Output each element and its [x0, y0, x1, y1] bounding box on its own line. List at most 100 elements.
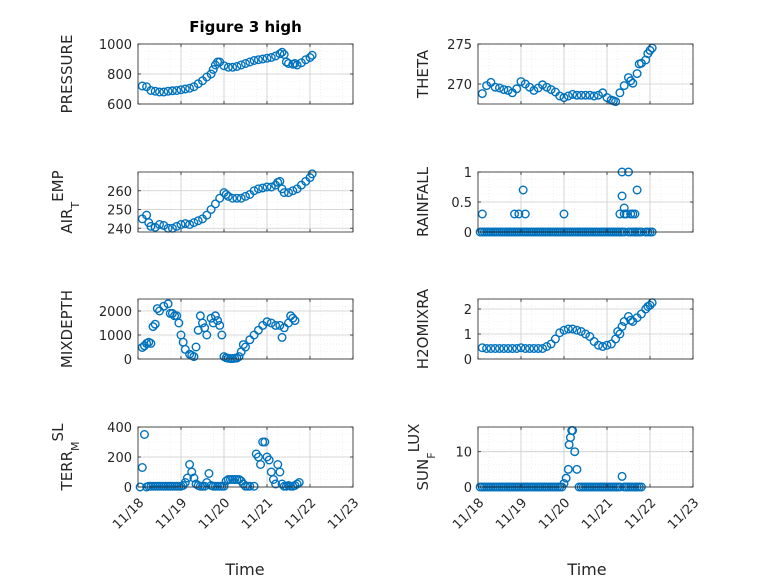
data-point — [507, 344, 517, 354]
data-point — [294, 478, 304, 488]
data-point — [632, 69, 642, 79]
data-point — [253, 55, 263, 65]
data-point — [137, 463, 147, 473]
data-point — [284, 59, 294, 69]
subplot-theta: 270 275 THETA — [414, 38, 694, 107]
y-tick-label: 200 — [107, 451, 132, 466]
data-point — [576, 90, 586, 100]
data-point — [150, 319, 160, 329]
data-point — [148, 322, 158, 332]
data-point — [570, 447, 580, 457]
y-tick-label: 0 — [124, 481, 132, 496]
data-point — [210, 311, 220, 321]
data-point — [256, 460, 266, 470]
data-point — [154, 219, 164, 229]
data-point — [546, 85, 556, 95]
y-tick-label: 240 — [107, 222, 132, 237]
data-point — [228, 193, 238, 203]
data-point — [249, 186, 259, 196]
axes-box — [477, 426, 694, 488]
data-point — [232, 62, 242, 72]
data-point — [172, 221, 182, 231]
data-point — [260, 437, 270, 447]
data-point — [581, 90, 591, 100]
y-axis-label: H2OMIXRA — [414, 288, 432, 369]
data-point — [238, 340, 248, 350]
x-tick-label: 11/18 — [110, 496, 147, 533]
data-point — [499, 344, 509, 354]
y-tick-label: 2 — [464, 303, 472, 318]
data-point — [617, 471, 627, 481]
data-point — [542, 82, 552, 92]
data-point — [292, 479, 302, 489]
data-point — [266, 318, 276, 328]
x-tick-label: 11/23 — [325, 496, 362, 533]
data-point — [495, 344, 505, 354]
data-point — [555, 91, 565, 101]
y-tick-label: 400 — [107, 421, 132, 436]
y-axis-label: THETA — [414, 49, 432, 99]
data-point — [630, 209, 640, 219]
x-tick-label: 11/20 — [536, 496, 573, 533]
data-point — [253, 184, 263, 194]
x-tick-label: 11/22 — [282, 496, 319, 533]
data-point — [150, 86, 160, 96]
data-point — [271, 51, 281, 61]
y-tick-label: 800 — [107, 68, 132, 83]
data-point — [185, 83, 195, 93]
data-point — [266, 182, 276, 192]
data-point — [262, 53, 272, 63]
data-point — [206, 69, 216, 79]
x-tick-label: 11/18 — [450, 496, 487, 533]
data-point — [514, 209, 524, 219]
data-point — [159, 301, 169, 311]
data-point — [288, 186, 298, 196]
data-point — [154, 87, 164, 97]
data-point — [232, 353, 242, 363]
data-point — [307, 50, 317, 60]
data-point — [208, 64, 218, 74]
data-point — [271, 479, 281, 489]
data-point — [223, 191, 233, 201]
data-point — [550, 334, 560, 344]
data-point — [559, 209, 569, 219]
data-point — [232, 193, 242, 203]
data-point — [626, 76, 636, 86]
data-point — [615, 209, 625, 219]
data-point — [210, 199, 220, 209]
data-point — [240, 342, 250, 352]
subplot-rainfall: 0 0.5 1 RAINFALL — [414, 166, 694, 241]
axes-box — [137, 171, 354, 233]
data-point — [163, 299, 173, 309]
data-point — [301, 55, 311, 65]
data-point — [290, 59, 300, 69]
data-point — [516, 77, 526, 87]
y-tick-label: 2000 — [99, 305, 132, 320]
data-point — [249, 481, 259, 491]
data-point — [249, 56, 259, 66]
data-point — [146, 338, 156, 348]
data-point — [617, 322, 627, 332]
plot-area — [138, 172, 353, 232]
data-point — [163, 86, 173, 96]
y-axis-label: AIRTEMP — [49, 170, 82, 233]
axes-box — [137, 298, 354, 360]
data-point — [510, 209, 520, 219]
data-point — [187, 467, 197, 477]
data-point — [275, 320, 285, 330]
data-point — [262, 317, 272, 327]
data-point — [520, 209, 530, 219]
data-point — [619, 203, 629, 213]
data-point — [245, 57, 255, 67]
data-point — [486, 344, 496, 354]
data-point — [180, 219, 190, 229]
data-point — [503, 344, 513, 354]
chart-title: Figure 3 high — [189, 18, 302, 36]
data-point — [271, 320, 281, 330]
x-axis-label-right: Time — [566, 560, 606, 579]
data-point — [284, 188, 294, 198]
data-point — [146, 85, 156, 95]
data-point — [240, 59, 250, 69]
data-point — [563, 91, 573, 101]
x-tick-label: 11/21 — [579, 496, 616, 533]
